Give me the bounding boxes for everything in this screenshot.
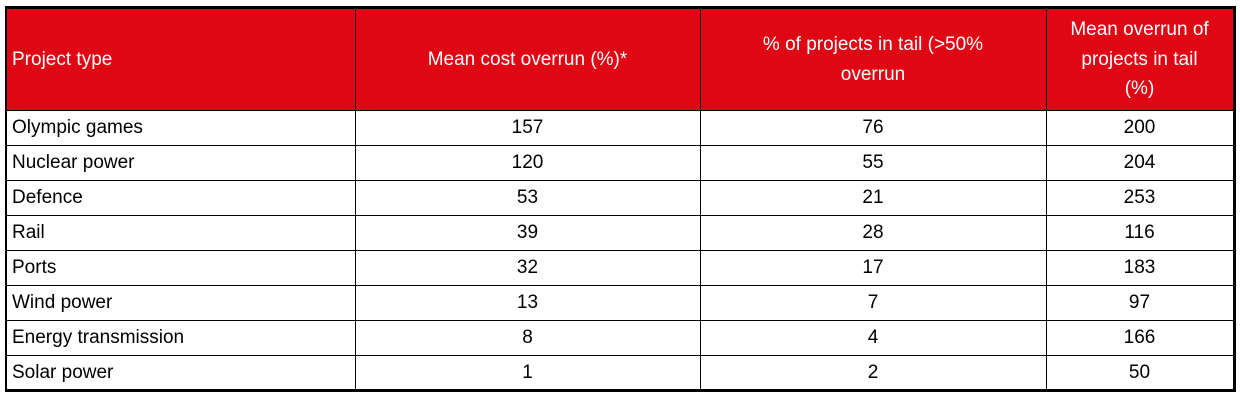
cell-pct-in-tail: 21 bbox=[699, 180, 1047, 216]
table-row: Rail 39 28 116 bbox=[5, 215, 1235, 251]
column-header-mean-cost-overrun: Mean cost overrun (%)* bbox=[354, 7, 701, 111]
table-row: Energy transmission 8 4 166 bbox=[5, 320, 1235, 356]
cell-project-type: Rail bbox=[5, 215, 356, 251]
cell-mean-overrun-tail: 204 bbox=[1045, 145, 1235, 181]
table-row: Wind power 13 7 97 bbox=[5, 285, 1235, 321]
cell-pct-in-tail: 4 bbox=[699, 320, 1047, 356]
cell-mean-overrun-tail: 50 bbox=[1045, 355, 1235, 391]
cell-mean-cost-overrun: 32 bbox=[354, 250, 701, 286]
cell-mean-overrun-tail: 200 bbox=[1045, 110, 1235, 146]
cell-project-type: Nuclear power bbox=[5, 145, 356, 181]
cell-pct-in-tail: 7 bbox=[699, 285, 1047, 321]
table-row: Solar power 1 2 50 bbox=[5, 355, 1235, 391]
cell-mean-overrun-tail: 116 bbox=[1045, 215, 1235, 251]
cell-mean-cost-overrun: 13 bbox=[354, 285, 701, 321]
cell-project-type: Olympic games bbox=[5, 110, 356, 146]
cell-mean-overrun-tail: 97 bbox=[1045, 285, 1235, 321]
column-header-project-type: Project type bbox=[5, 7, 356, 111]
cell-project-type: Ports bbox=[5, 250, 356, 286]
cell-mean-overrun-tail: 253 bbox=[1045, 180, 1235, 216]
table-row: Ports 32 17 183 bbox=[5, 250, 1235, 286]
cell-mean-cost-overrun: 8 bbox=[354, 320, 701, 356]
cell-project-type: Defence bbox=[5, 180, 356, 216]
header-row: Project type Mean cost overrun (%)* % of… bbox=[5, 7, 1235, 111]
cell-mean-overrun-tail: 183 bbox=[1045, 250, 1235, 286]
cell-mean-cost-overrun: 53 bbox=[354, 180, 701, 216]
cell-mean-cost-overrun: 120 bbox=[354, 145, 701, 181]
cell-project-type: Solar power bbox=[5, 355, 356, 391]
column-header-pct-projects-in-tail: % of projects in tail (>50% overrun bbox=[699, 7, 1047, 111]
cell-pct-in-tail: 76 bbox=[699, 110, 1047, 146]
table-row: Nuclear power 120 55 204 bbox=[5, 145, 1235, 181]
cell-pct-in-tail: 17 bbox=[699, 250, 1047, 286]
cell-pct-in-tail: 2 bbox=[699, 355, 1047, 391]
table-row: Defence 53 21 253 bbox=[5, 180, 1235, 216]
cell-pct-in-tail: 55 bbox=[699, 145, 1047, 181]
cell-project-type: Wind power bbox=[5, 285, 356, 321]
cost-overrun-table: Project type Mean cost overrun (%)* % of… bbox=[5, 6, 1236, 392]
cell-mean-cost-overrun: 39 bbox=[354, 215, 701, 251]
cell-pct-in-tail: 28 bbox=[699, 215, 1047, 251]
cell-mean-overrun-tail: 166 bbox=[1045, 320, 1235, 356]
column-header-mean-overrun-in-tail: Mean overrun of projects in tail (%) bbox=[1045, 7, 1235, 111]
table-row: Olympic games 157 76 200 bbox=[5, 110, 1235, 146]
cell-mean-cost-overrun: 1 bbox=[354, 355, 701, 391]
cell-project-type: Energy transmission bbox=[5, 320, 356, 356]
cell-mean-cost-overrun: 157 bbox=[354, 110, 701, 146]
